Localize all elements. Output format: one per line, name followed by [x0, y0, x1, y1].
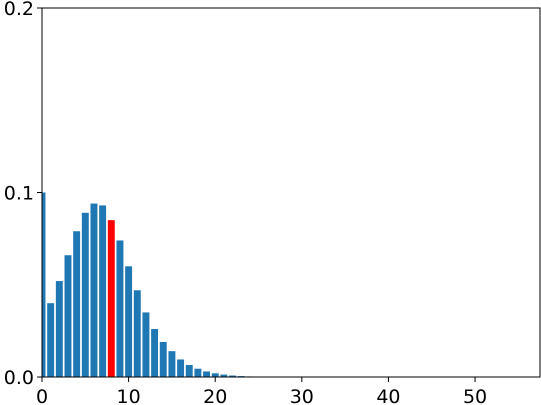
bar — [151, 329, 159, 377]
bar — [159, 341, 167, 377]
bars-group — [42, 192, 306, 377]
y-tick-label: 0.2 — [4, 0, 34, 20]
y-tick-label: 0.1 — [4, 183, 34, 205]
bar — [229, 375, 237, 377]
x-tick-label: 20 — [203, 386, 227, 405]
bar — [99, 205, 107, 377]
x-tick-label: 40 — [376, 386, 400, 405]
bar — [47, 303, 55, 377]
bar — [142, 312, 150, 377]
highlighted-bar — [107, 220, 115, 377]
bar — [90, 203, 98, 377]
ticks-group: 0 10 20 30 40 50 0.0 0.1 0.2 — [4, 0, 487, 405]
y-tick-label: 0.0 — [4, 367, 34, 389]
bar — [125, 266, 133, 377]
x-tick-label: 0 — [36, 386, 48, 405]
bar — [168, 351, 176, 377]
x-tick-label: 50 — [463, 386, 487, 405]
bar — [64, 255, 72, 377]
x-tick-label: 10 — [117, 386, 141, 405]
x-tick-label: 30 — [290, 386, 314, 405]
bar — [185, 365, 193, 377]
bar — [203, 371, 211, 377]
bar — [133, 290, 141, 377]
bar — [73, 231, 81, 377]
bar — [55, 281, 63, 377]
bar — [211, 373, 219, 377]
bar — [194, 368, 202, 377]
plot-frame — [41, 7, 541, 378]
bar — [116, 240, 124, 377]
bar — [177, 359, 185, 377]
bar — [81, 212, 89, 377]
bar — [42, 192, 46, 377]
bar — [220, 374, 228, 377]
